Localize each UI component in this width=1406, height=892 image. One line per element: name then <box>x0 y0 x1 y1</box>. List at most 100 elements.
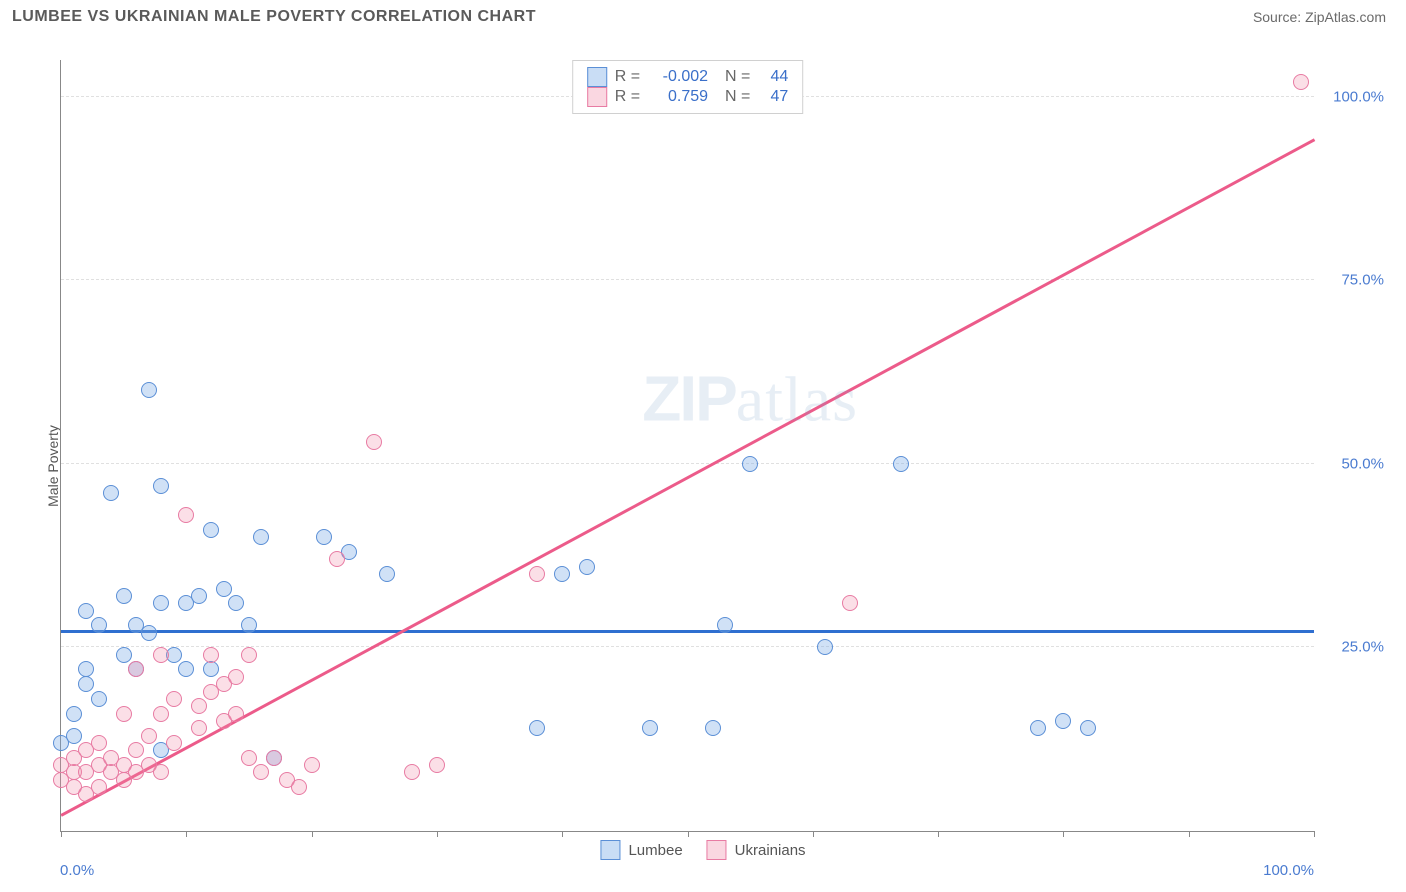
plot-area: ZIPatlas R =-0.002 N =44 R =0.759 N =47 … <box>60 60 1314 832</box>
data-point <box>141 728 157 744</box>
data-point <box>1293 74 1309 90</box>
data-point <box>116 647 132 663</box>
data-point <box>66 706 82 722</box>
data-point <box>178 507 194 523</box>
data-point <box>153 478 169 494</box>
chart-title: LUMBEE VS UKRAINIAN MALE POVERTY CORRELA… <box>12 8 536 26</box>
data-point <box>1055 713 1071 729</box>
data-point <box>116 588 132 604</box>
gridline <box>61 279 1314 280</box>
data-point <box>141 625 157 641</box>
data-point <box>529 566 545 582</box>
data-point <box>228 706 244 722</box>
y-tick-label: 25.0% <box>1324 639 1384 656</box>
data-point <box>366 434 382 450</box>
watermark: ZIPatlas <box>642 362 858 437</box>
source-attribution: Source: ZipAtlas.com <box>1253 9 1386 25</box>
chart-container: Male Poverty ZIPatlas R =-0.002 N =44 R … <box>12 40 1394 892</box>
data-point <box>241 617 257 633</box>
data-point <box>203 522 219 538</box>
y-tick-label: 100.0% <box>1324 88 1384 105</box>
data-point <box>241 647 257 663</box>
data-point <box>1030 720 1046 736</box>
swatch-blue-icon <box>600 840 620 860</box>
gridline <box>61 463 1314 464</box>
data-point <box>742 456 758 472</box>
data-point <box>128 742 144 758</box>
data-point <box>579 559 595 575</box>
data-point <box>253 764 269 780</box>
data-point <box>429 757 445 773</box>
data-point <box>642 720 658 736</box>
data-point <box>329 551 345 567</box>
trend-line <box>60 138 1314 816</box>
x-tick <box>61 831 62 837</box>
data-point <box>228 595 244 611</box>
data-point <box>91 735 107 751</box>
data-point <box>166 691 182 707</box>
data-point <box>316 529 332 545</box>
data-point <box>842 595 858 611</box>
data-point <box>404 764 420 780</box>
data-point <box>66 728 82 744</box>
legend-item-lumbee: Lumbee <box>600 840 682 860</box>
data-point <box>379 566 395 582</box>
x-tick <box>312 831 313 837</box>
legend-row-lumbee: R =-0.002 N =44 <box>587 67 789 87</box>
data-point <box>178 661 194 677</box>
x-tick <box>1189 831 1190 837</box>
data-point <box>91 691 107 707</box>
x-tick <box>437 831 438 837</box>
data-point <box>78 676 94 692</box>
data-point <box>191 698 207 714</box>
data-point <box>203 647 219 663</box>
correlation-legend: R =-0.002 N =44 R =0.759 N =47 <box>572 60 804 114</box>
swatch-pink <box>587 87 607 107</box>
y-tick-label: 50.0% <box>1324 455 1384 472</box>
data-point <box>153 706 169 722</box>
x-tick <box>186 831 187 837</box>
y-tick-label: 75.0% <box>1324 272 1384 289</box>
series-legend: Lumbee Ukrainians <box>600 840 805 860</box>
data-point <box>78 603 94 619</box>
data-point <box>78 661 94 677</box>
x-tick <box>688 831 689 837</box>
data-point <box>91 779 107 795</box>
data-point <box>153 595 169 611</box>
data-point <box>253 529 269 545</box>
data-point <box>141 382 157 398</box>
data-point <box>228 669 244 685</box>
y-axis-label: Male Poverty <box>45 425 61 507</box>
x-tick <box>1063 831 1064 837</box>
data-point <box>529 720 545 736</box>
data-point <box>893 456 909 472</box>
data-point <box>103 485 119 501</box>
data-point <box>1080 720 1096 736</box>
data-point <box>203 661 219 677</box>
data-point <box>554 566 570 582</box>
data-point <box>153 764 169 780</box>
data-point <box>291 779 307 795</box>
legend-row-ukrainians: R =0.759 N =47 <box>587 87 789 107</box>
swatch-blue <box>587 67 607 87</box>
swatch-pink-icon <box>707 840 727 860</box>
data-point <box>266 750 282 766</box>
x-tick <box>562 831 563 837</box>
data-point <box>241 750 257 766</box>
data-point <box>216 581 232 597</box>
data-point <box>191 720 207 736</box>
x-tick <box>813 831 814 837</box>
data-point <box>91 617 107 633</box>
legend-item-ukrainians: Ukrainians <box>707 840 806 860</box>
data-point <box>128 661 144 677</box>
x-tick <box>938 831 939 837</box>
data-point <box>116 706 132 722</box>
data-point <box>166 735 182 751</box>
data-point <box>717 617 733 633</box>
data-point <box>191 588 207 604</box>
data-point <box>304 757 320 773</box>
data-point <box>817 639 833 655</box>
data-point <box>153 647 169 663</box>
data-point <box>705 720 721 736</box>
x-tick <box>1314 831 1315 837</box>
